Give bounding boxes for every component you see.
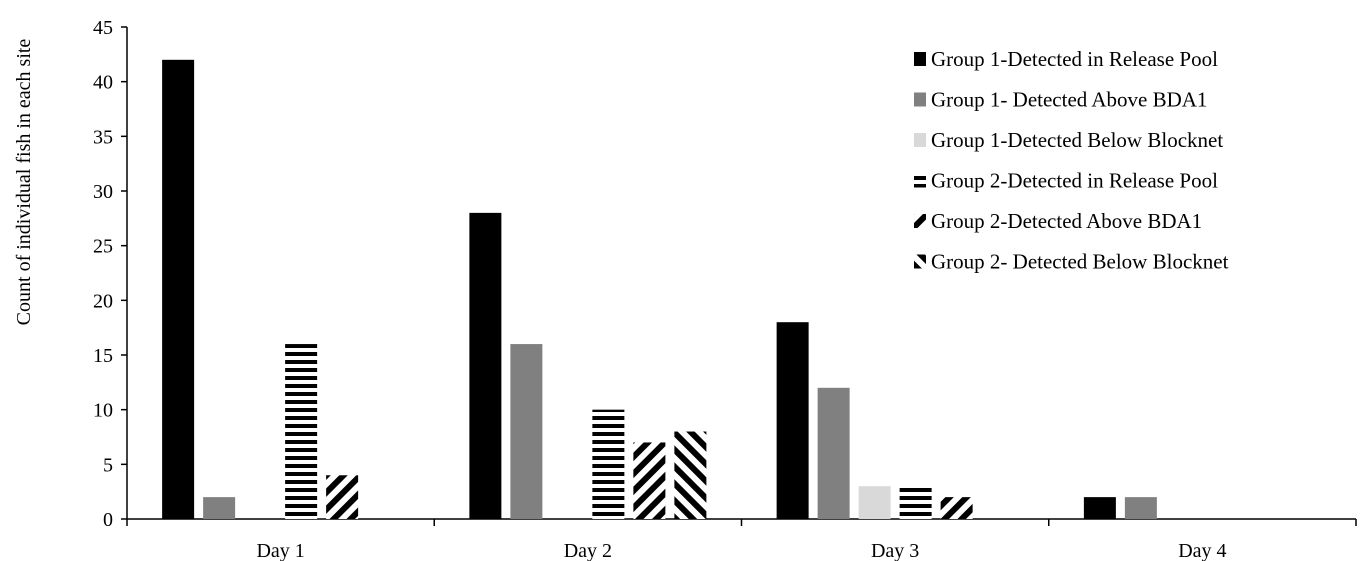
y-axis: 0 5 10 15 20 25 30 35 40 45 <box>93 17 128 531</box>
y-tick-label: 20 <box>93 290 113 312</box>
x-axis: Day 1 Day 2 Day 3 Day 4 <box>126 518 1357 561</box>
bar <box>203 497 236 519</box>
y-tick-label: 35 <box>93 126 113 148</box>
bar <box>817 387 850 519</box>
bar <box>776 322 809 519</box>
x-category-label: Day 3 <box>871 540 919 561</box>
bar <box>674 431 707 519</box>
bar <box>162 59 195 520</box>
y-tick-label: 25 <box>93 236 113 258</box>
bar <box>940 497 973 519</box>
legend-label: Group 1- Detected Above BDA1 <box>931 88 1207 112</box>
legend-swatch <box>914 52 926 66</box>
y-tick-label: 15 <box>93 345 113 367</box>
legend-label: Group 2- Detected Below Blocknet <box>931 250 1229 274</box>
bar <box>469 212 502 519</box>
bar <box>633 442 666 519</box>
legend-swatch <box>914 92 926 107</box>
y-tick-label: 5 <box>103 454 113 476</box>
bar <box>1124 497 1157 519</box>
legend-swatch <box>914 133 926 147</box>
legend-swatch <box>914 254 926 269</box>
y-axis-title: Count of individual fish in each site <box>13 39 35 326</box>
legend-label: Group 2-Detected Above BDA1 <box>931 209 1202 233</box>
x-category-label: Day 4 <box>1178 540 1226 561</box>
bar <box>592 409 625 519</box>
legend-label: Group 1-Detected in Release Pool <box>931 47 1218 71</box>
bars <box>162 59 1157 520</box>
bar <box>285 344 318 519</box>
bar <box>510 344 543 519</box>
legend-label: Group 2-Detected in Release Pool <box>931 169 1218 193</box>
bar <box>899 486 932 519</box>
y-tick-label: 45 <box>93 17 113 39</box>
y-tick-label: 30 <box>93 181 113 203</box>
x-category-label: Day 2 <box>564 540 612 561</box>
legend-swatch <box>914 173 926 188</box>
bar <box>1083 497 1116 519</box>
bar <box>858 486 891 519</box>
y-tick-label: 10 <box>93 400 113 422</box>
y-tick-label: 0 <box>103 509 113 531</box>
legend-label: Group 1-Detected Below Blocknet <box>931 128 1223 152</box>
x-category-label: Day 1 <box>256 540 304 561</box>
legend-swatch <box>914 214 926 228</box>
legend: Group 1-Detected in Release Pool Group 1-… <box>914 47 1229 274</box>
bar <box>326 475 359 519</box>
y-tick-label: 40 <box>93 72 113 94</box>
